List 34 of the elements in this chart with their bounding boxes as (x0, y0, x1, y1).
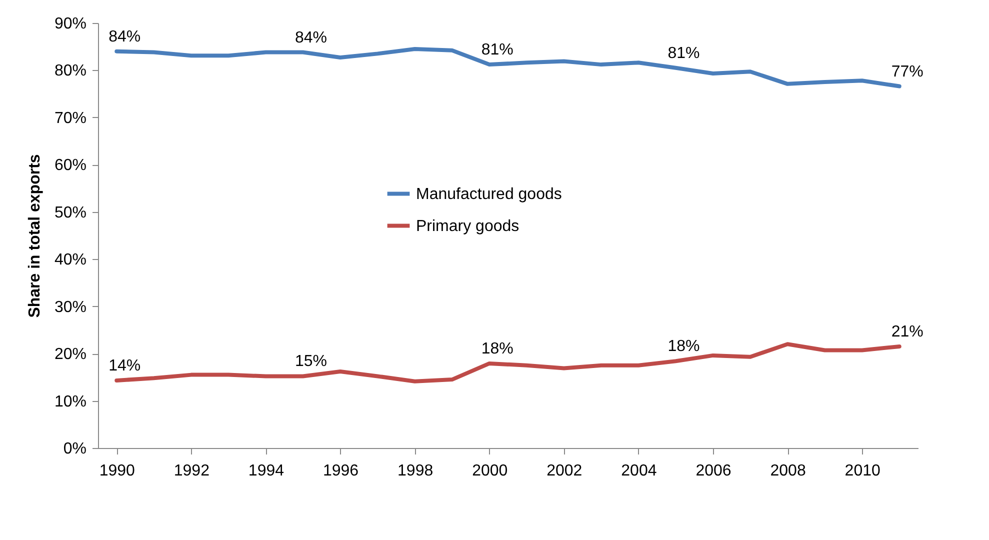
x-tick-label: 2002 (546, 462, 582, 480)
x-tick-label: 1996 (322, 462, 359, 480)
x-tick-label: 2008 (770, 462, 806, 480)
data-label: 81% (481, 42, 514, 59)
x-tick-label: 2004 (621, 462, 657, 480)
y-tick-label: 40% (54, 252, 86, 269)
x-tick-label: 2000 (472, 462, 508, 480)
y-tick-label: 90% (54, 16, 86, 32)
y-tick-label: 80% (54, 62, 86, 80)
y-tick-label: 30% (54, 298, 86, 316)
x-tick-label: 1992 (174, 462, 210, 480)
y-axis-title: Share in total exports (26, 154, 44, 318)
y-tick-label: 0% (63, 440, 86, 458)
y-tick-label: 60% (54, 157, 86, 174)
data-label: 18% (481, 340, 514, 358)
y-tick-label: 10% (54, 393, 86, 410)
legend-label: Manufactured goods (416, 186, 562, 203)
data-label: 18% (668, 338, 700, 356)
x-tick-label: 1994 (248, 462, 284, 480)
y-tick-label: 50% (54, 204, 86, 222)
data-label: 77% (891, 63, 924, 80)
x-tick-label: 2006 (696, 462, 732, 480)
x-tick-label: 2010 (844, 462, 880, 480)
y-tick-label: 20% (54, 346, 86, 364)
x-tick-label: 1990 (99, 462, 136, 480)
x-tick-label: 1998 (398, 462, 434, 480)
y-tick-label: 70% (54, 110, 86, 127)
data-label: 81% (668, 44, 700, 62)
data-label: 14% (108, 357, 141, 374)
data-label: 15% (294, 353, 328, 370)
legend-label: Primary goods (416, 218, 520, 235)
data-label: 84% (294, 29, 328, 46)
data-label: 84% (108, 28, 141, 46)
data-label: 21% (891, 323, 924, 340)
